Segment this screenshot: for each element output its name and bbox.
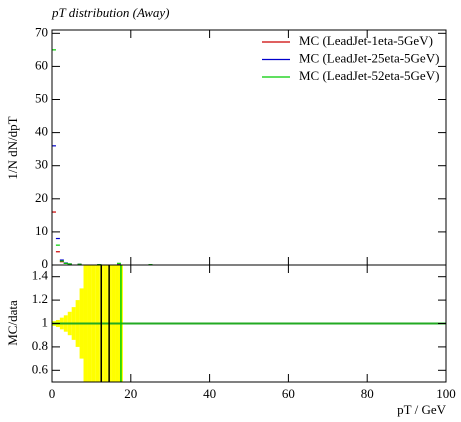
y-tick-label: 10: [35, 223, 48, 238]
ratio-axis-label: MC/data: [5, 300, 20, 346]
y-tick-label: 40: [35, 124, 48, 139]
ratio-tick-label: 1.4: [32, 268, 49, 283]
plot: MC (LeadJet-1eta-5GeV) MC (LeadJet-25eta-…: [32, 24, 456, 401]
y-tick-label: 60: [35, 57, 48, 72]
legend-label: MC (LeadJet-1eta-5GeV): [299, 33, 433, 48]
y-tick-label: 50: [35, 90, 48, 105]
x-tick-label: 40: [203, 386, 216, 401]
main-plot: [52, 49, 153, 265]
y-tick-label: 30: [35, 157, 48, 172]
x-tick-label: 80: [361, 386, 374, 401]
y-axis-label: 1/N dN/dpT: [5, 116, 20, 179]
y-tick-label: 20: [35, 190, 48, 205]
x-tick-label: 0: [49, 386, 56, 401]
ratio-tick-label: 1: [42, 314, 49, 329]
x-tick-label: 20: [124, 386, 137, 401]
ratio-tick-label: 0.8: [32, 338, 48, 353]
x-tick-label: 60: [282, 386, 295, 401]
legend-label: MC (LeadJet-25eta-5GeV): [299, 50, 439, 65]
legend-label: MC (LeadJet-52eta-5GeV): [299, 68, 439, 83]
y-tick-label: 0: [42, 256, 49, 271]
y-tick-label: 70: [35, 24, 48, 39]
ratio-tick-label: 1.2: [32, 291, 48, 306]
ratio-frame: [51, 264, 447, 383]
ratio-plot: [52, 265, 446, 382]
x-tick-label: 100: [436, 386, 456, 401]
chart-title: pT distribution (Away): [51, 5, 170, 20]
ratio-tick-label: 0.6: [32, 361, 49, 376]
x-axis-label: pT / GeV: [397, 402, 446, 417]
